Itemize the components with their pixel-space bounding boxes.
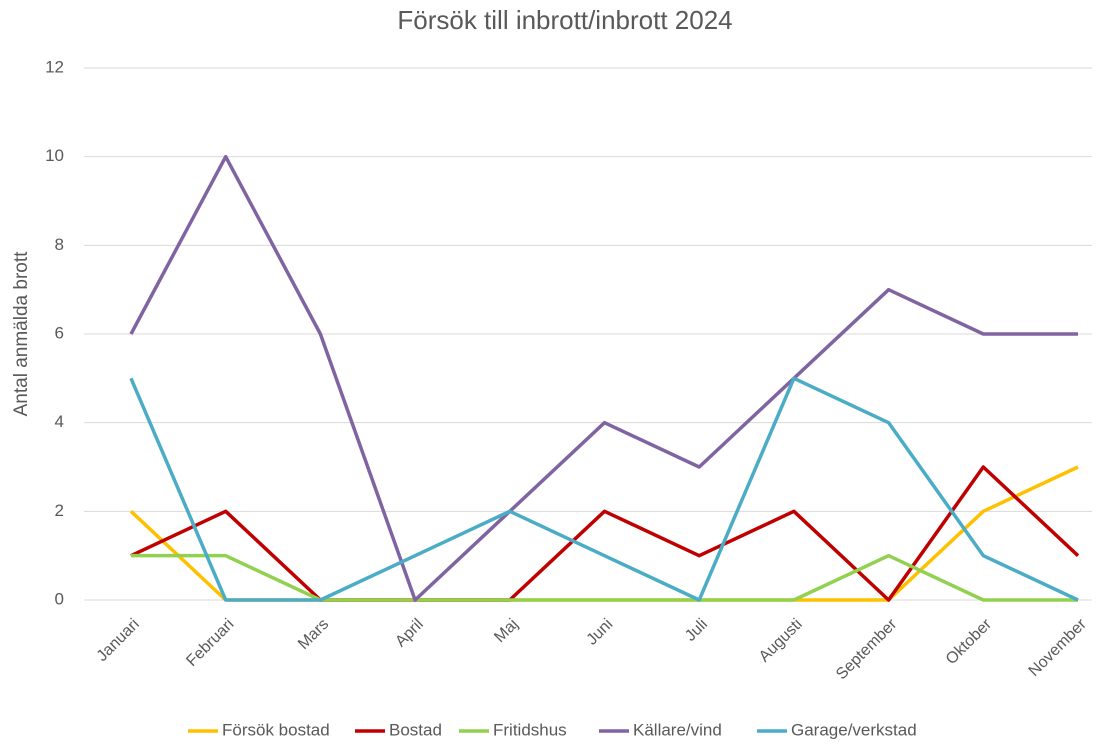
series-line: [129, 154, 1078, 602]
legend-label: Fritidshus: [493, 720, 567, 739]
x-tick-label: Januari: [94, 616, 143, 665]
x-tick-label: Juli: [682, 616, 711, 645]
x-tick-label: Augusti: [756, 616, 806, 666]
legend-label: Bostad: [389, 720, 442, 739]
series-line: [131, 553, 1078, 602]
x-tick-label: September: [833, 615, 901, 683]
y-tick-label: 4: [55, 412, 64, 431]
y-tick-label: 12: [45, 57, 64, 76]
x-tick-label: Februari: [183, 616, 237, 670]
chart-title: Försök till inbrott/inbrott 2024: [397, 5, 732, 35]
legend-label: Garage/verkstad: [791, 720, 917, 739]
x-tick-label: Maj: [491, 616, 521, 646]
legend-label: Källare/vind: [633, 720, 722, 739]
x-tick-label: Juni: [584, 616, 617, 649]
x-tick-label: Mars: [295, 616, 332, 653]
series-line: [130, 465, 1080, 602]
y-tick-label: 10: [45, 146, 64, 165]
y-tick-label: 8: [55, 235, 64, 254]
x-tick-label: November: [1026, 615, 1091, 680]
x-tick-label: April: [392, 616, 427, 651]
y-tick-label: 2: [55, 501, 64, 520]
series-line: [129, 376, 1079, 602]
y-tick-label: 0: [55, 589, 64, 608]
y-axis-label: Antal anmälda brott: [11, 251, 32, 416]
legend-label: Försök bostad: [222, 720, 330, 739]
y-tick-label: 6: [55, 323, 64, 342]
x-tick-label: Oktober: [943, 615, 996, 668]
